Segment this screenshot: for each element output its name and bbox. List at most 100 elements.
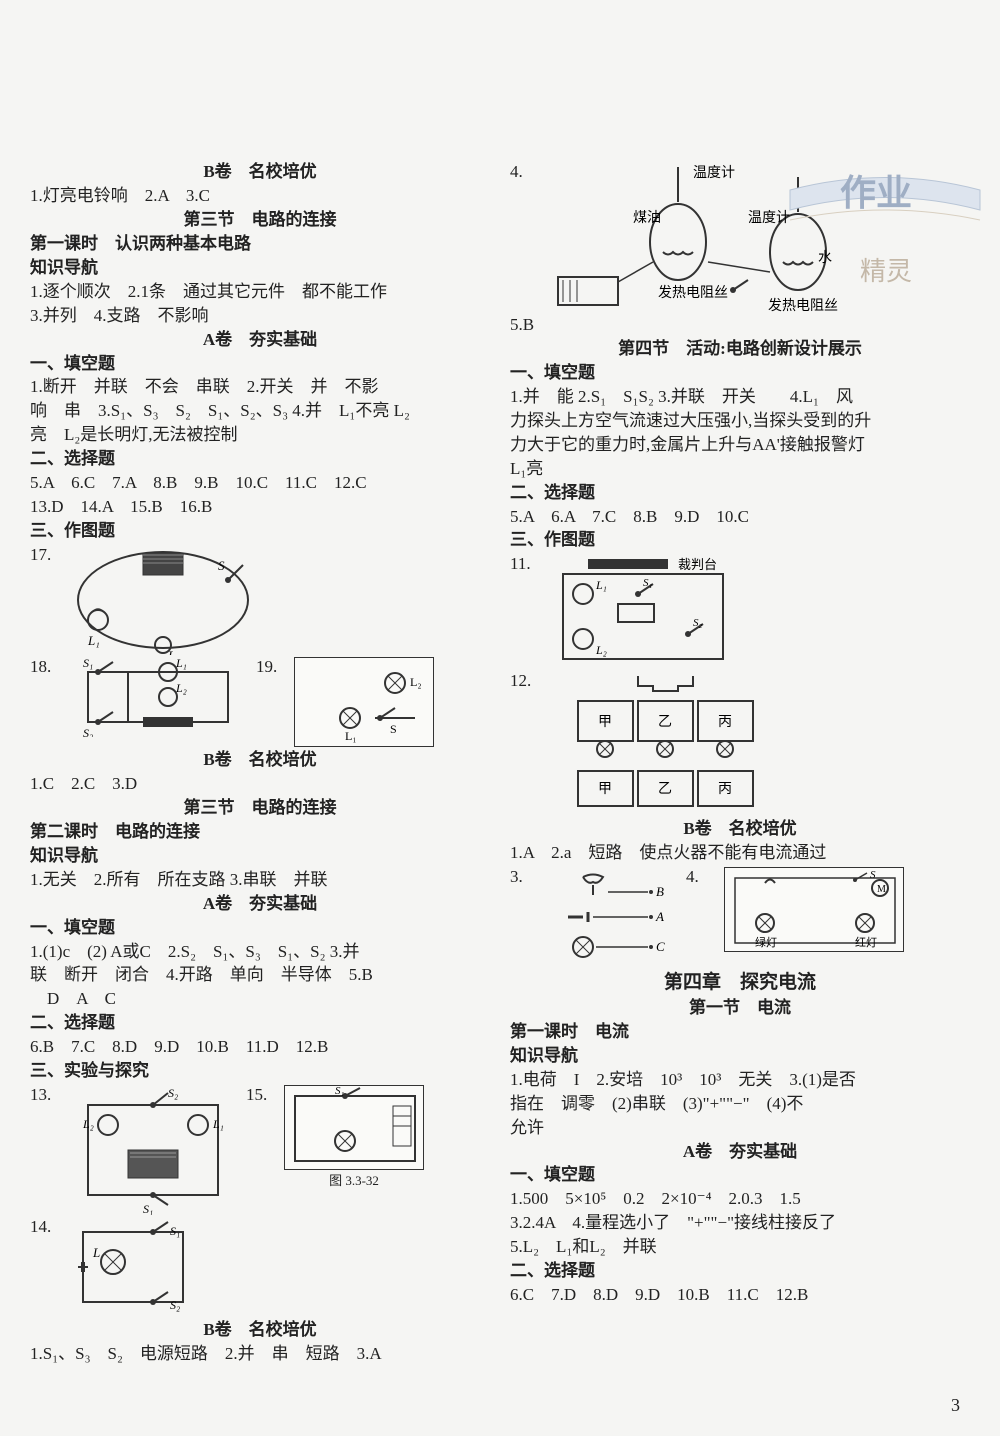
heading-tkt2: 一、填空题 — [30, 917, 490, 940]
svg-text:S: S — [390, 722, 397, 736]
fig19-num: 19. — [256, 657, 286, 677]
section4-title: 第四节 活动:电路创新设计展示 — [510, 338, 970, 361]
tkt-l1: 1.断开 并联 不会 串联 2.开关 并 不影 — [30, 376, 490, 399]
svg-text:丙: 丙 — [718, 715, 732, 730]
r-tkt-l2: 力探头上方空气流速过大压强小,当探头受到的升 — [510, 410, 970, 433]
section1-title: 第一节 电流 — [510, 997, 970, 1020]
figure-17: L₁ L₂ S — [68, 545, 258, 655]
zsdh-l1: 1.逐个顺次 2.1条 通过其它元件 都不能工作 — [30, 281, 490, 304]
fig3-num: 3. — [510, 867, 540, 887]
svg-text:裁判台: 裁判台 — [678, 557, 717, 572]
heading-xzt2: 二、选择题 — [30, 1012, 490, 1035]
svg-text:B: B — [656, 884, 664, 899]
svg-text:A: A — [655, 909, 664, 924]
section3-title2: 第三节 电路的连接 — [30, 797, 490, 820]
fig12-num: 12. — [510, 671, 540, 691]
figure-15: S₁ — [284, 1085, 424, 1170]
svg-text:C: C — [656, 939, 665, 954]
svg-text:发热电阻丝: 发热电阻丝 — [658, 285, 728, 301]
svg-text:S₂: S₂ — [170, 1298, 180, 1312]
lesson2-title: 第二课时 电路的连接 — [30, 821, 490, 844]
svg-text:L₂: L₂ — [82, 1117, 94, 1131]
svg-text:S₁: S₁ — [83, 657, 93, 670]
figure-14: L S₁ S₂ — [68, 1217, 198, 1317]
svg-text:S₂: S₂ — [168, 1086, 178, 1100]
figure-4b: 绿灯 红灯 M S — [724, 867, 904, 952]
r-zsdh-l2: 指在 调零 (2)串联 (3)"+""−" (4)不 — [510, 1093, 970, 1116]
heading-syt: 三、实验与探究 — [30, 1060, 490, 1083]
heading-b3: B卷 名校培优 — [30, 1319, 490, 1342]
heading-ztt: 三、作图题 — [30, 520, 490, 543]
svg-text:S₁: S₁ — [643, 577, 653, 589]
r-b1-l1: 1.A 2.a 短路 使点火器不能有电流通过 — [510, 842, 970, 865]
svg-text:S₁: S₁ — [143, 1202, 153, 1215]
heading-b2: B卷 名校培优 — [30, 749, 490, 772]
heading-xzt: 二、选择题 — [30, 448, 490, 471]
svg-text:L₁: L₁ — [595, 578, 607, 592]
svg-text:S₁: S₁ — [335, 1086, 345, 1097]
heading-a1-r: A卷 夯实基础 — [510, 1141, 970, 1164]
svg-text:L₁: L₁ — [87, 633, 100, 648]
svg-text:乙: 乙 — [658, 781, 672, 797]
xzt-l2: 13.D 14.A 15.B 16.B — [30, 496, 490, 519]
svg-text:S₁: S₁ — [170, 1224, 180, 1238]
xzt2-l1: 6.B 7.C 8.D 9.D 10.B 11.D 12.B — [30, 1036, 490, 1059]
fig15-caption: 图 3.3-32 — [284, 1170, 424, 1189]
svg-text:绿灯: 绿灯 — [755, 935, 777, 949]
heading-zsdh2: 知识导航 — [30, 845, 490, 868]
svg-text:L₂: L₂ — [595, 643, 607, 657]
svg-text:乙: 乙 — [658, 714, 672, 730]
heading-ztt-r: 三、作图题 — [510, 529, 970, 552]
svg-text:L: L — [92, 1245, 100, 1260]
tkt2-l2: 联 断开 闭合 4.开路 单向 半导体 5.B — [30, 964, 490, 987]
lesson1-title: 第一课时 认识两种基本电路 — [30, 233, 490, 256]
tkt2-l3: D A C — [30, 988, 490, 1011]
fig17-num: 17. — [30, 545, 60, 565]
heading-b1-r: B卷 名校培优 — [510, 818, 970, 841]
r-tkt-l3: 力大于它的重力时,金属片上升与AA'接触报警灯 — [510, 434, 970, 457]
r-xzt2-l1: 6.C 7.D 8.D 9.D 10.B 11.C 12.B — [510, 1284, 970, 1307]
heading-zsdh: 知识导航 — [30, 257, 490, 280]
r-tkt2-l3: 5.L₂ L₁和L₂ 并联 — [510, 1236, 970, 1259]
fig4-num: 4. — [510, 162, 540, 182]
r-zsdh-l1: 1.电荷 I 2.安培 10³ 10³ 无关 3.(1)是否 — [510, 1069, 970, 1092]
fig14-num: 14. — [30, 1217, 60, 1237]
page-number: 3 — [951, 1395, 960, 1416]
svg-text:红灯: 红灯 — [855, 936, 877, 949]
tkt-l2: 响 串 3.S₁、S₃ S₂ S₁、S₂、S₃ 4.并 L₁不亮 L₂ — [30, 400, 490, 423]
fig18-num: 18. — [30, 657, 60, 677]
figure-4-thermo: 煤油 温度计 发热电阻丝 温度计 水 发热电阻丝 — [548, 162, 868, 312]
figure-18: S₁ S₂ L₁ L₂ — [68, 657, 248, 737]
tkt-l3: 亮 L₂是长明灯,无法被控制 — [30, 424, 490, 447]
xzt-l1: 5.A 6.C 7.A 8.B 9.B 10.C 11.C 12.C — [30, 472, 490, 495]
tkt2-l1: 1.(1)c (2) A或C 2.S₂ S₁、S₃ S₁、S₂ 3.并 — [30, 941, 490, 964]
heading-tkt2-r: 一、填空题 — [510, 1164, 970, 1187]
fig13-num: 13. — [30, 1085, 60, 1105]
figure-13: L₂ L₁ S₂ S₁ — [68, 1085, 238, 1215]
heading-xzt2-r: 二、选择题 — [510, 1260, 970, 1283]
heading-tkt-r: 一、填空题 — [510, 362, 970, 385]
r-tkt-l1: 1.并 能 2.S₁ S₁S₂ 3.并联 开关 4.L₁ 风 — [510, 386, 970, 409]
svg-text:L₁: L₁ — [175, 657, 187, 670]
svg-text:L₂: L₂ — [410, 675, 422, 689]
heading-a1: A卷 夯实基础 — [30, 329, 490, 352]
heading-tkt: 一、填空题 — [30, 353, 490, 376]
svg-text:水: 水 — [818, 250, 832, 266]
r-xzt-l1: 5.A 6.A 7.C 8.B 9.D 10.C — [510, 506, 970, 529]
ans-5b: 5.B — [510, 314, 970, 337]
svg-text:M: M — [877, 884, 886, 895]
chapter4-title: 第四章 探究电流 — [510, 970, 970, 996]
lesson1-title-r: 第一课时 电流 — [510, 1021, 970, 1044]
svg-text:L₁: L₁ — [345, 729, 357, 743]
right-column: 4. 煤油 温度计 发热电阻丝 温度计 水 发热电阻丝 5.B 第四节 活动:电… — [510, 160, 970, 1367]
svg-text:温度计: 温度计 — [693, 165, 735, 181]
zsdh-l2: 3.并列 4.支路 不影响 — [30, 305, 490, 328]
r-tkt2-l2: 3.2.4A 4.量程选小了 "+""−"接线柱接反了 — [510, 1212, 970, 1235]
answers-b1: 1.灯亮电铃响 2.A 3.C — [30, 185, 490, 208]
page-columns: B卷 名校培优 1.灯亮电铃响 2.A 3.C 第三节 电路的连接 第一课时 认… — [30, 160, 970, 1367]
answers-b2: 1.C 2.C 3.D — [30, 773, 490, 796]
svg-text:L₂: L₂ — [167, 648, 180, 655]
svg-text:发热电阻丝: 发热电阻丝 — [768, 298, 838, 312]
figure-12: 甲 乙 丙 甲 乙 丙 — [548, 671, 778, 816]
zsdh2-l1: 1.无关 2.所有 所在支路 3.串联 并联 — [30, 869, 490, 892]
